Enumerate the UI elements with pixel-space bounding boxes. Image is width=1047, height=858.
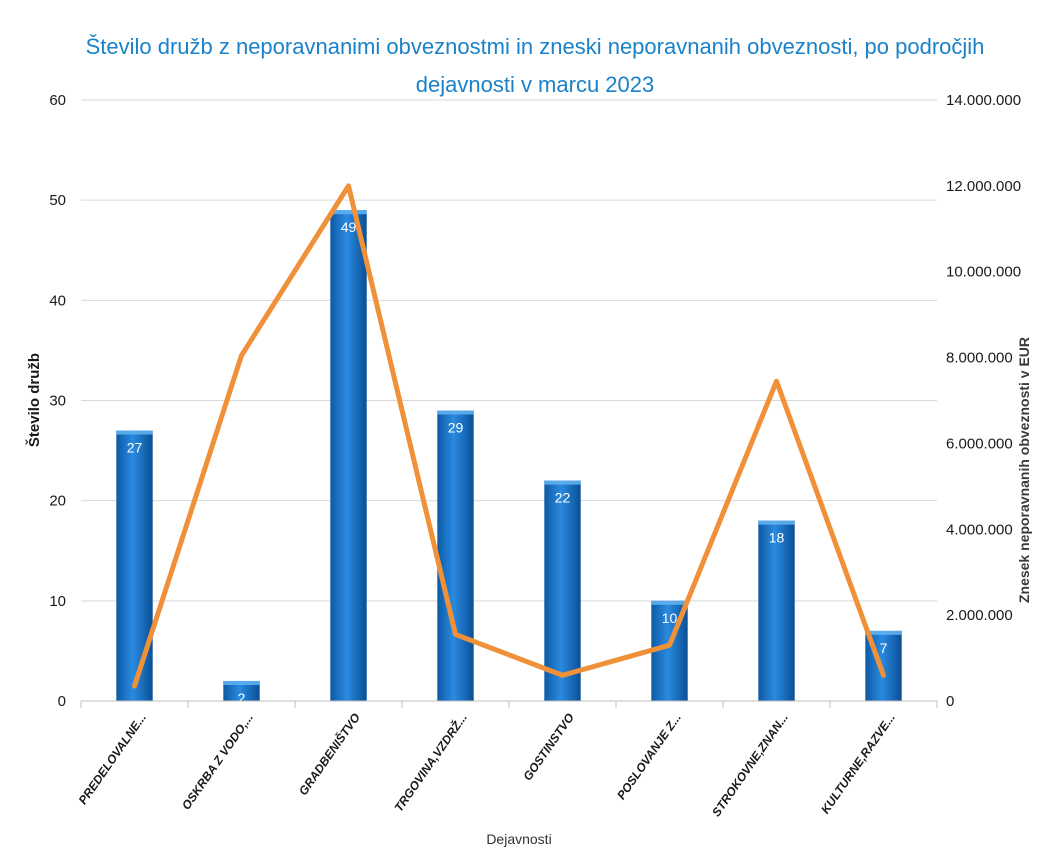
y-axis-title-left: Število družb: [25, 353, 43, 447]
x-tick-label: POSLOVANJE Z...: [614, 711, 684, 802]
x-tick-label: TRGOVINA,VZDRŽ...: [391, 710, 470, 814]
y-tick-label-right: 2.000.000: [946, 607, 1013, 624]
x-tick-label: KULTURNE,RAZVE...: [818, 711, 898, 817]
bar-top-highlight: [758, 521, 794, 525]
bar-value-label: 49: [341, 219, 357, 235]
x-tick-label: PREDELOVALNE...: [76, 711, 149, 807]
y-tick-label-right: 4.000.000: [946, 521, 1013, 538]
bar-top-highlight: [437, 411, 473, 415]
bar-value-label: 7: [880, 640, 888, 656]
x-axis-title: Dejavnosti: [486, 831, 551, 847]
bar-value-label: 18: [769, 530, 785, 546]
y-tick-label-right: 14.000.000: [946, 92, 1021, 109]
bar-value-label: 22: [555, 490, 571, 506]
y-tick-label-left: 0: [58, 693, 66, 710]
bar-top-highlight: [651, 601, 687, 605]
y-tick-label-right: 0: [946, 693, 954, 710]
bar: [116, 431, 152, 701]
y-tick-label-right: 8.000.000: [946, 350, 1013, 367]
bar-value-label: 2: [238, 690, 246, 706]
bar-series: 27 2 49 29 22 10 18 7: [116, 210, 901, 706]
y-tick-label-right: 10.000.000: [946, 264, 1021, 281]
y-tick-label-left: 20: [49, 493, 66, 510]
bar: [330, 210, 366, 701]
chart-title-line1: Število družb z neporavnanimi obveznostm…: [86, 34, 985, 59]
y-tick-label-left: 40: [49, 292, 66, 309]
y-tick-label-right: 12.000.000: [946, 178, 1021, 195]
x-tick-label: GOSTINSTVO: [520, 710, 577, 783]
y-tick-label-right: 6.000.000: [946, 435, 1013, 452]
bar: [437, 411, 473, 701]
y-tick-label-left: 50: [49, 192, 66, 209]
bar-value-label: 10: [662, 610, 678, 626]
y-tick-label-left: 60: [49, 92, 66, 109]
bar-top-highlight: [544, 481, 580, 485]
y-axis-title-right: Znesek neporavnanih obveznosti v EUR: [1016, 337, 1032, 603]
bar-top-highlight: [116, 431, 152, 435]
x-tick-label: OSKRBA Z VODO,...: [179, 711, 256, 813]
chart-title-line2: dejavnosti v marcu 2023: [416, 72, 654, 97]
bar-top-highlight: [223, 681, 259, 685]
bar-value-label: 29: [448, 420, 464, 436]
grid: [81, 100, 937, 601]
x-tick-label: STROKOVNE,ZNAN...: [709, 711, 791, 820]
y-tick-label-left: 30: [49, 393, 66, 410]
bar: [758, 521, 794, 701]
y-tick-label-left: 10: [49, 593, 66, 610]
axes: 0 10 20 30 40 50 60 0 2.000.000 4.000.000 6.000.00…: [49, 92, 1021, 819]
bar-value-label: 27: [127, 440, 143, 456]
x-tick-label: GRADBENIŠTVO: [295, 710, 363, 798]
bar-top-highlight: [330, 210, 366, 214]
